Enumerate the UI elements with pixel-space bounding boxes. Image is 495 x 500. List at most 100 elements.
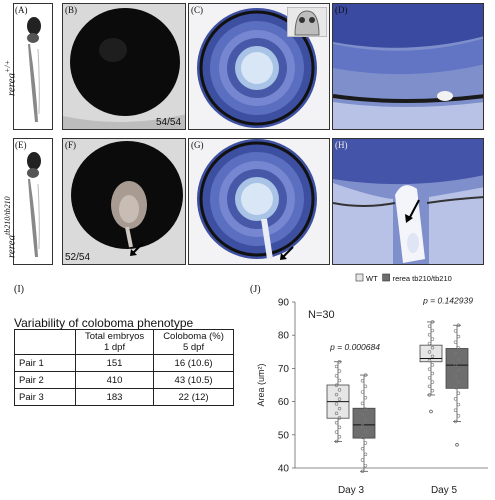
data-point [456,414,461,418]
data-point [337,416,342,420]
data-point [427,384,432,389]
data-point [363,418,368,423]
data-point [360,390,365,394]
label-g: (G) [191,140,204,150]
data-point [427,393,432,397]
data-point [453,419,458,424]
data-point [427,341,432,346]
data-point [456,357,461,361]
legend-swatch [382,273,390,282]
data-point [430,363,435,367]
outlier-point [455,443,459,447]
legend-label: WT [366,274,378,283]
data-point [363,463,368,468]
data-point [363,384,368,389]
legend-swatch [355,273,364,282]
panel-d-wt-closeup [332,3,484,130]
label-b: (B) [65,5,77,15]
data-point [456,380,461,384]
data-point [360,469,365,474]
label-e: (E) [15,140,27,150]
table-row: Pair 2 410 43 (10.5) [14,371,234,389]
y-tick-label: 60 [278,397,290,408]
label-d: (D) [335,5,348,15]
closure-arrow-icon [405,199,420,223]
table-header-cell: Coloboma (%) 5 dpf [153,329,234,355]
data-point [453,408,458,412]
genotype-wt-label: rerea+/+ [3,59,18,96]
data-point [430,354,435,358]
count-b: 54/54 [156,117,182,128]
x-category-label: Day 5 [431,485,458,496]
panel-f-mut-eye [62,138,186,265]
data-point [430,337,435,341]
data-point [334,411,339,416]
data-point [337,388,342,392]
data-point [453,385,458,390]
panel-a-wt-larva [13,3,53,130]
panel-b-wt-eye [62,3,186,130]
data-point [453,363,458,367]
data-point [360,458,365,462]
data-point [453,329,458,333]
data-point [427,350,432,354]
wt-larva-image [27,17,41,122]
data-point [363,429,368,434]
y-tick-label: 40 [278,464,290,475]
data-point [363,441,368,445]
data-point [363,395,368,400]
data-point [427,358,432,363]
data-point [337,369,342,373]
data-point [453,340,458,344]
data-point [363,452,368,457]
data-point [427,367,432,371]
data-point [337,406,342,411]
data-point [360,424,365,428]
mut-closeup-image [333,139,483,264]
mut-retina-section [189,139,329,264]
coloboma-table: Total embryos 1 dpf Coloboma (%) 5 dpf P… [14,329,234,406]
data-point [337,397,342,401]
data-point [334,364,339,369]
data-point [453,351,458,356]
y-tick-label: 50 [278,430,290,441]
data-point [430,345,435,350]
table-cell: 151 [74,354,155,372]
table-cell: Pair 2 [14,371,76,389]
panel-h-mut-closeup [332,138,484,265]
data-point [430,371,435,376]
count-f: 52/54 [65,252,91,263]
table-cell: Pair 3 [14,388,76,406]
data-point [456,391,461,395]
panel-c-wt-section [188,3,330,130]
genotype-mut-label: rereatb210/tb210 [3,196,18,258]
data-point [334,374,339,378]
data-point [360,379,365,383]
table-cell: 22 (12) [153,388,234,406]
table-header-row: Total embryos 1 dpf Coloboma (%) 5 dpf [14,329,234,355]
label-c: (C) [191,5,203,15]
table-cell: 183 [74,388,155,406]
panel-g-mut-section [188,138,330,265]
data-point [334,439,339,444]
data-point [334,430,339,434]
data-point [427,324,432,328]
table-header-cell: Total embryos 1 dpf [74,329,155,355]
table-header-cell [14,329,76,355]
table-cell: 43 (10.5) [153,371,234,389]
data-point [430,328,435,333]
p-value-label: p = 0.000684 [329,342,380,352]
y-axis-label: Area (um²) [256,363,266,406]
data-point [456,334,461,339]
data-point [430,380,435,384]
coloboma-arrow-icon [130,242,144,256]
mut-eye-image [63,139,185,264]
data-point [456,368,461,373]
p-value-label: p = 0.142939 [422,296,473,306]
outlier-point [429,409,433,414]
data-point [337,425,342,430]
data-point [360,412,365,417]
data-point [334,420,339,425]
data-point [456,323,461,327]
mut-larva-image [27,152,41,257]
